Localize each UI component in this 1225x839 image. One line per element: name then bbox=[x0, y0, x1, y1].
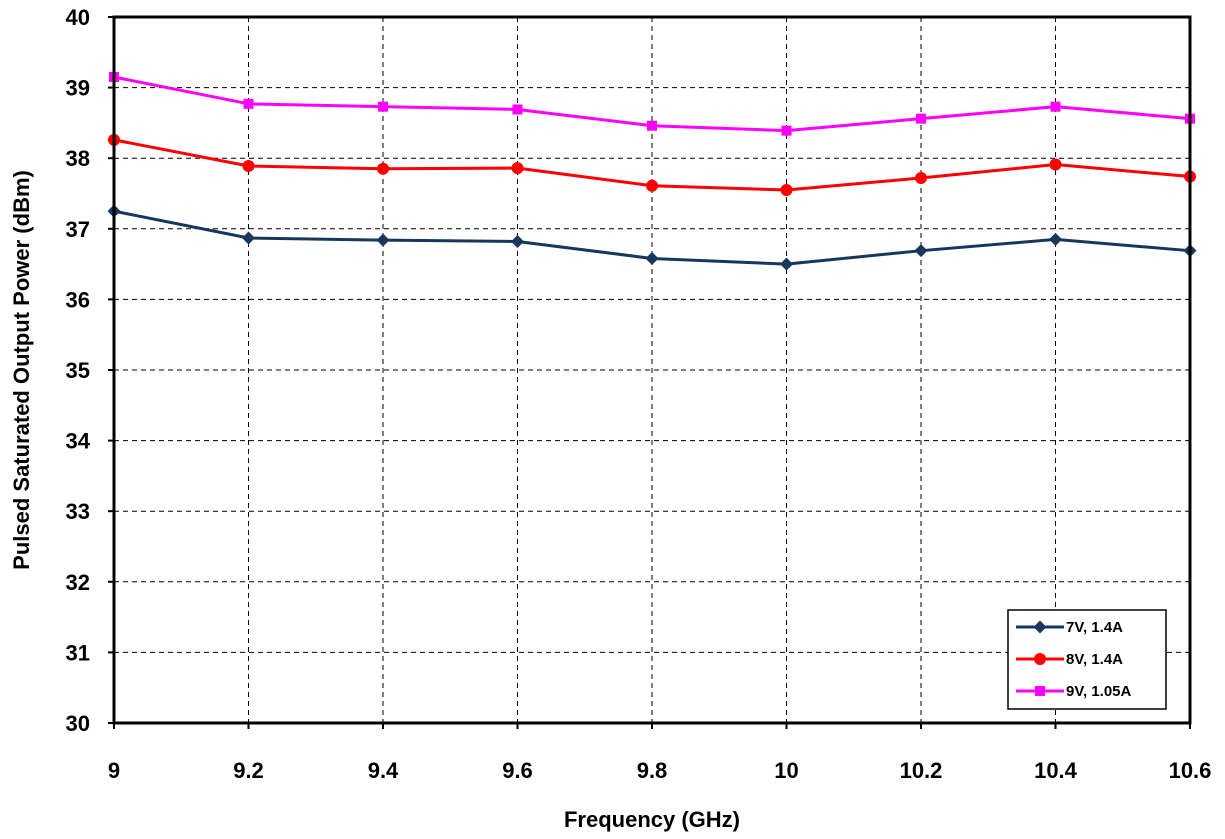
data-point-square bbox=[1050, 101, 1061, 112]
data-point-circle bbox=[511, 162, 524, 175]
y-tick-label: 30 bbox=[66, 711, 90, 736]
y-tick-label: 31 bbox=[66, 640, 90, 665]
data-point-circle bbox=[377, 162, 389, 175]
y-tick-label: 40 bbox=[66, 5, 90, 30]
y-tick-label: 33 bbox=[66, 499, 90, 524]
data-point-square bbox=[1035, 686, 1045, 696]
data-point-diamond bbox=[1049, 232, 1062, 246]
x-tick-label: 10.2 bbox=[900, 758, 943, 783]
legend-label: 8V, 1.4A bbox=[1066, 651, 1123, 668]
y-axis-title: Pulsed Saturated Output Power (dBm) bbox=[9, 170, 34, 570]
data-point-circle bbox=[1034, 653, 1046, 665]
data-point-diamond bbox=[242, 231, 255, 245]
data-point-circle bbox=[915, 171, 927, 184]
y-tick-label: 35 bbox=[66, 358, 90, 383]
data-point-square bbox=[781, 125, 792, 136]
x-tick-label: 9.8 bbox=[637, 758, 668, 783]
x-axis-title: Frequency (GHz) bbox=[564, 807, 740, 832]
legend-label: 7V, 1.4A bbox=[1066, 619, 1123, 636]
x-axis-ticks: 9 9.2 9.4 9.6 9.8 10 10.2 10.4 10.6 bbox=[108, 723, 1212, 783]
series-layer bbox=[107, 72, 1197, 271]
data-point-square bbox=[512, 104, 523, 115]
legend-item: 8V, 1.4A bbox=[1016, 651, 1123, 668]
data-point-square bbox=[378, 101, 388, 112]
x-tick-label: 9 bbox=[108, 758, 120, 783]
data-point-square bbox=[916, 113, 926, 124]
data-point-diamond bbox=[914, 244, 928, 258]
series-2 bbox=[108, 133, 1196, 196]
y-axis-ticks: 30 31 32 33 34 35 36 37 38 39 40 bbox=[66, 5, 114, 736]
x-tick-label: 9.2 bbox=[233, 758, 264, 783]
data-point-diamond bbox=[1033, 620, 1047, 634]
y-tick-label: 37 bbox=[66, 217, 90, 242]
y-tick-label: 36 bbox=[66, 287, 90, 312]
x-tick-label: 10 bbox=[774, 758, 798, 783]
data-point-circle bbox=[780, 183, 793, 196]
y-tick-label: 34 bbox=[66, 429, 91, 454]
data-point-diamond bbox=[780, 257, 793, 271]
data-point-circle bbox=[646, 179, 658, 192]
data-point-circle bbox=[242, 159, 255, 172]
y-tick-label: 38 bbox=[66, 146, 90, 171]
y-tick-label: 39 bbox=[66, 76, 90, 101]
data-point-diamond bbox=[376, 233, 390, 247]
x-tick-label: 10.4 bbox=[1034, 758, 1078, 783]
legend-item: 7V, 1.4A bbox=[1016, 619, 1123, 636]
data-point-circle bbox=[1049, 158, 1062, 171]
data-point-diamond bbox=[645, 251, 659, 265]
data-point-square bbox=[243, 98, 254, 109]
legend-item: 9V, 1.05A bbox=[1016, 683, 1131, 700]
data-point-diamond bbox=[511, 235, 524, 249]
legend: 7V, 1.4A 8V, 1.4A 9V, 1.05A bbox=[1007, 609, 1167, 710]
data-point-square bbox=[647, 120, 657, 131]
legend-label: 9V, 1.05A bbox=[1066, 683, 1131, 700]
x-tick-label: 10.6 bbox=[1169, 758, 1212, 783]
y-tick-label: 32 bbox=[66, 570, 90, 595]
x-tick-label: 9.6 bbox=[502, 758, 533, 783]
x-tick-label: 9.4 bbox=[368, 758, 399, 783]
series-1 bbox=[107, 204, 1197, 271]
